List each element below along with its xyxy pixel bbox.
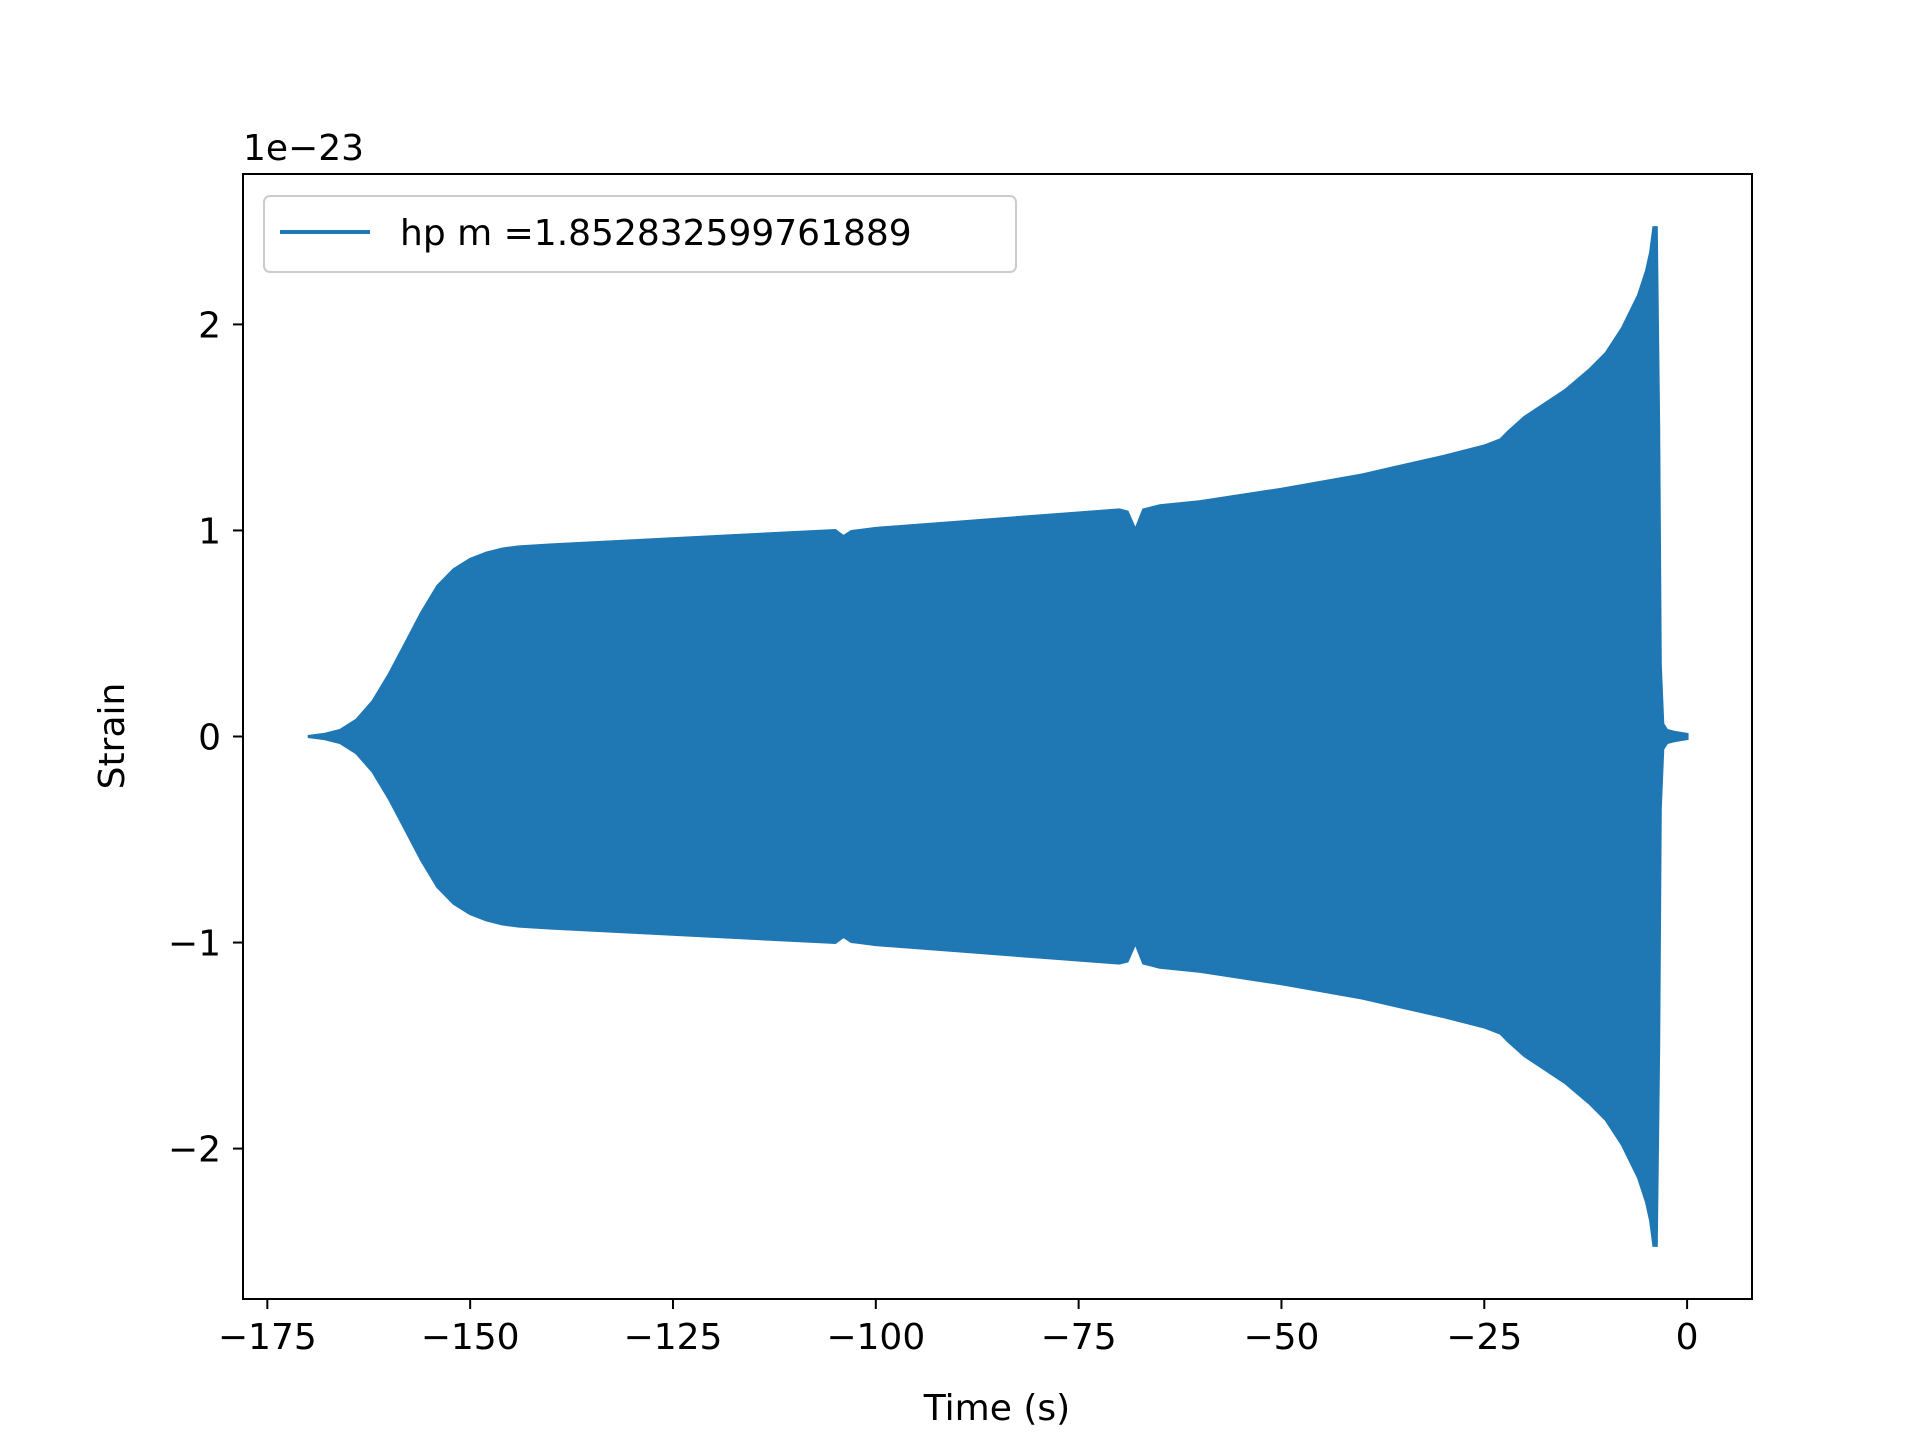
- y-axis-label: Strain: [92, 683, 133, 790]
- x-tick-label: −175: [218, 1317, 317, 1358]
- y-tick-label: 1: [198, 511, 221, 552]
- y-tick-label: 0: [198, 718, 221, 759]
- x-tick-label: −25: [1446, 1317, 1522, 1358]
- x-axis: −175 −150 −125 −100 −75 −50 −25 0: [218, 1299, 1699, 1358]
- x-tick-label: 0: [1676, 1317, 1699, 1358]
- legend-box: [263, 195, 1017, 273]
- y-offset-label: 1e−23: [243, 128, 364, 169]
- y-tick-label: −1: [168, 924, 221, 965]
- legend-label: hp m =1.852832599761889: [400, 213, 912, 254]
- x-tick-label: −100: [826, 1317, 925, 1358]
- y-tick-label: 2: [198, 305, 221, 346]
- x-axis-label: Time (s): [923, 1388, 1070, 1429]
- x-tick-label: −50: [1243, 1317, 1319, 1358]
- y-tick-label: −2: [168, 1130, 221, 1171]
- y-axis: −2 −1 0 1 2: [168, 305, 243, 1171]
- plot-area: [307, 226, 1689, 1247]
- legend: hp m =1.852832599761889: [263, 195, 1017, 273]
- x-tick-label: −75: [1041, 1317, 1117, 1358]
- x-tick-label: −150: [421, 1317, 520, 1358]
- x-tick-label: −125: [624, 1317, 723, 1358]
- strain-waveform-series: [307, 226, 1689, 1247]
